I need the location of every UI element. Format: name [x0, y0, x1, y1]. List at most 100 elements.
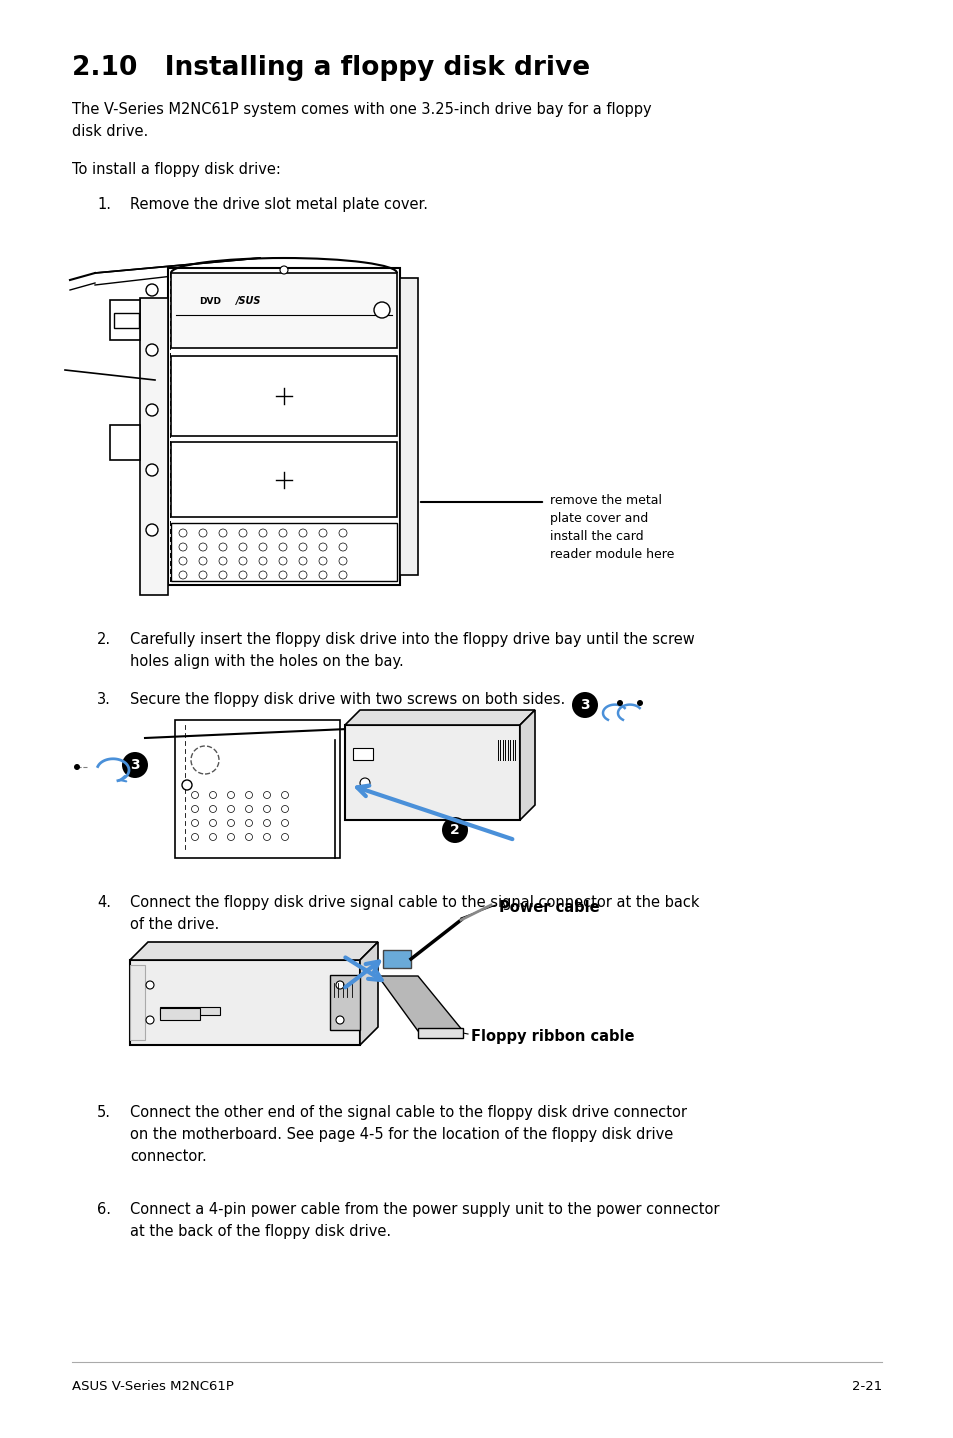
- FancyBboxPatch shape: [345, 725, 519, 820]
- Circle shape: [278, 557, 287, 565]
- Text: 1.: 1.: [97, 197, 111, 211]
- Text: 2-21: 2-21: [851, 1380, 882, 1393]
- Text: Remove the drive slot metal plate cover.: Remove the drive slot metal plate cover.: [130, 197, 428, 211]
- Bar: [382, 951, 411, 968]
- Circle shape: [179, 544, 187, 551]
- Circle shape: [263, 834, 271, 840]
- Circle shape: [146, 283, 158, 296]
- Circle shape: [192, 791, 198, 798]
- Circle shape: [210, 805, 216, 812]
- Circle shape: [245, 791, 253, 798]
- Bar: [130, 961, 359, 1045]
- Polygon shape: [359, 942, 377, 1045]
- Bar: [171, 441, 396, 518]
- Text: Secure the floppy disk drive with two screws on both sides.: Secure the floppy disk drive with two sc…: [130, 692, 565, 707]
- Circle shape: [219, 529, 227, 536]
- Bar: [130, 965, 145, 1040]
- Text: Connect the other end of the signal cable to the floppy disk drive connector
on : Connect the other end of the signal cabl…: [130, 1104, 686, 1165]
- Circle shape: [318, 529, 327, 536]
- Circle shape: [192, 820, 198, 827]
- Circle shape: [359, 778, 370, 788]
- Circle shape: [179, 529, 187, 536]
- Circle shape: [281, 834, 288, 840]
- Bar: [171, 523, 396, 581]
- Polygon shape: [519, 710, 535, 820]
- Circle shape: [278, 571, 287, 580]
- Text: 4.: 4.: [97, 894, 111, 910]
- Text: Carefully insert the floppy disk drive into the floppy drive bay until the screw: Carefully insert the floppy disk drive i…: [130, 631, 694, 669]
- Text: The V-Series M2NC61P system comes with one 3.25-inch drive bay for a floppy
disk: The V-Series M2NC61P system comes with o…: [71, 102, 651, 139]
- Bar: [110, 301, 140, 339]
- Polygon shape: [130, 942, 377, 961]
- Polygon shape: [377, 976, 462, 1031]
- Circle shape: [146, 464, 158, 476]
- Circle shape: [298, 557, 307, 565]
- Circle shape: [192, 834, 198, 840]
- Circle shape: [199, 544, 207, 551]
- Circle shape: [338, 529, 347, 536]
- Bar: [171, 357, 396, 436]
- Circle shape: [219, 571, 227, 580]
- Text: Floppy ribbon cable: Floppy ribbon cable: [471, 1028, 634, 1044]
- Circle shape: [239, 557, 247, 565]
- Circle shape: [280, 266, 288, 275]
- Circle shape: [146, 404, 158, 416]
- Text: To install a floppy disk drive:: To install a floppy disk drive:: [71, 162, 280, 177]
- Text: remove the metal
plate cover and
install the card
reader module here: remove the metal plate cover and install…: [550, 495, 674, 561]
- Text: 2.: 2.: [97, 631, 111, 647]
- Circle shape: [374, 302, 390, 318]
- Circle shape: [245, 820, 253, 827]
- Circle shape: [219, 557, 227, 565]
- Bar: [399, 278, 417, 575]
- Circle shape: [278, 544, 287, 551]
- Text: 3: 3: [130, 758, 140, 772]
- Circle shape: [245, 805, 253, 812]
- Circle shape: [146, 523, 158, 536]
- Text: ASUS V-Series M2NC61P: ASUS V-Series M2NC61P: [71, 1380, 233, 1393]
- Circle shape: [199, 529, 207, 536]
- Circle shape: [239, 571, 247, 580]
- Circle shape: [239, 529, 247, 536]
- Bar: [171, 273, 396, 348]
- Bar: [110, 426, 140, 460]
- Circle shape: [227, 791, 234, 798]
- Circle shape: [263, 820, 271, 827]
- Circle shape: [122, 752, 148, 778]
- Circle shape: [572, 692, 598, 718]
- Circle shape: [227, 834, 234, 840]
- Circle shape: [210, 820, 216, 827]
- Text: 3.: 3.: [97, 692, 111, 707]
- Text: 2: 2: [450, 823, 459, 837]
- Circle shape: [258, 557, 267, 565]
- Circle shape: [146, 344, 158, 357]
- Circle shape: [146, 1017, 153, 1024]
- Circle shape: [263, 791, 271, 798]
- Circle shape: [338, 557, 347, 565]
- Bar: [353, 748, 373, 761]
- Circle shape: [338, 571, 347, 580]
- Polygon shape: [417, 1028, 462, 1038]
- Text: 6.: 6.: [97, 1202, 111, 1217]
- Bar: [160, 1008, 200, 1020]
- Circle shape: [74, 764, 80, 769]
- Circle shape: [298, 529, 307, 536]
- Circle shape: [281, 820, 288, 827]
- Circle shape: [245, 834, 253, 840]
- Circle shape: [263, 805, 271, 812]
- Circle shape: [179, 557, 187, 565]
- Circle shape: [338, 544, 347, 551]
- Bar: [174, 720, 339, 858]
- Circle shape: [281, 805, 288, 812]
- Text: Connect the floppy disk drive signal cable to the signal connector at the back
o: Connect the floppy disk drive signal cab…: [130, 894, 699, 932]
- Bar: [168, 267, 399, 585]
- Circle shape: [281, 791, 288, 798]
- Circle shape: [219, 544, 227, 551]
- Circle shape: [199, 557, 207, 565]
- Text: /SUS: /SUS: [235, 296, 261, 306]
- Text: DVD: DVD: [199, 296, 221, 305]
- Bar: [330, 975, 359, 1030]
- Circle shape: [179, 571, 187, 580]
- Circle shape: [258, 529, 267, 536]
- Circle shape: [210, 791, 216, 798]
- Circle shape: [192, 805, 198, 812]
